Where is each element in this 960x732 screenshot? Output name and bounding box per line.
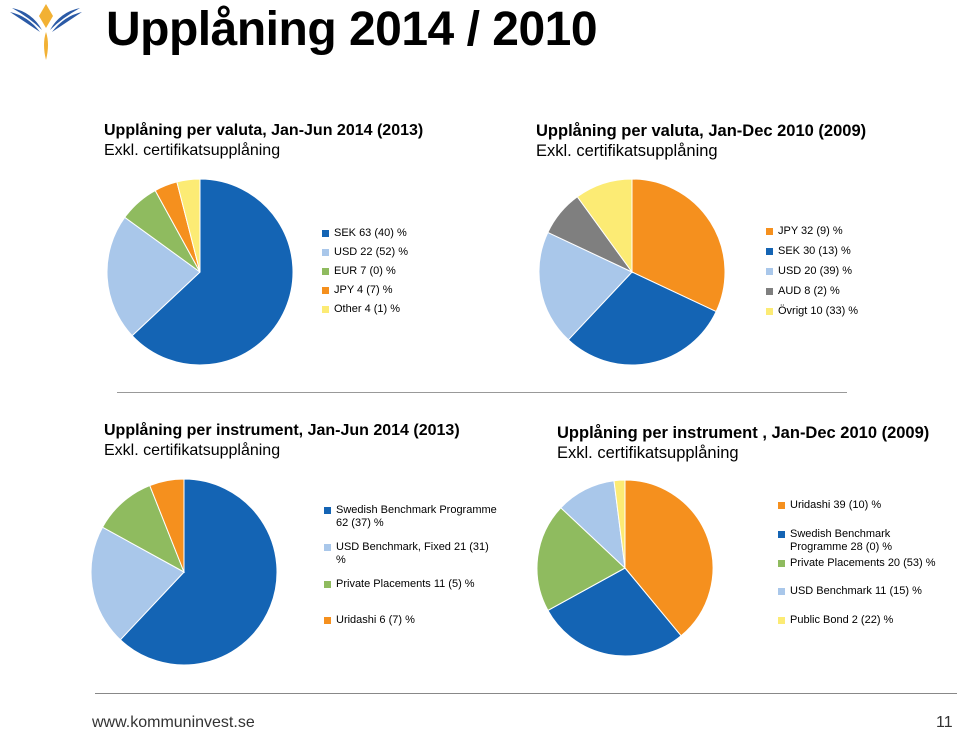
- section-divider: [117, 392, 847, 393]
- chart-1-slice-5: [176, 178, 201, 273]
- legend-swatch: [778, 531, 785, 538]
- legend-label: JPY 4 (7) %: [334, 284, 393, 296]
- chart-1-heading: Upplåning per valuta, Jan-Jun 2014 (2013…: [104, 121, 423, 161]
- legend-label: Uridashi 39 (10) %: [790, 499, 882, 511]
- legend-label: Övrigt 10 (33) %: [778, 305, 859, 317]
- legend-swatch: [778, 588, 785, 595]
- legend-label: SEK 30 (13) %: [778, 245, 851, 257]
- legend-label: JPY 32 (9) %: [778, 225, 843, 237]
- legend-label: USD Benchmark 11 (15) %: [790, 585, 922, 597]
- chart-4-heading: Upplåning per instrument , Jan-Dec 2010 …: [557, 423, 929, 463]
- legend-swatch: [324, 617, 331, 624]
- legend-swatch: [324, 581, 331, 588]
- legend-swatch: [766, 308, 773, 315]
- chart-4-slice-5: [613, 479, 626, 569]
- chart-4-subtitle: Exkl. certifikatsupplåning: [557, 444, 739, 462]
- chart-3-slice-2: [90, 526, 185, 641]
- legend-label: Public Bond 2 (22) %: [790, 614, 894, 626]
- legend-label: Other 4 (1) %: [334, 303, 401, 315]
- legend-swatch: [322, 249, 329, 256]
- legend-swatch: [778, 617, 785, 624]
- chart-2-subtitle: Exkl. certifikatsupplåning: [536, 142, 718, 160]
- legend-label: USD Benchmark, Fixed 21 (31) %: [336, 541, 489, 566]
- legend-label: EUR 7 (0) %: [334, 265, 396, 277]
- legend-swatch: [322, 287, 329, 294]
- chart-4-pie: [536, 479, 714, 657]
- chart-1-legend: SEK 63 (40) % USD 22 (52) % EUR 7 (0) % JPY…: [322, 227, 522, 327]
- legend-swatch: [322, 306, 329, 313]
- legend-label: Swedish Benchmark Programme 62 (37) %: [336, 504, 497, 529]
- legend-label: Swedish Benchmark Programme 28 (0) %: [790, 528, 893, 553]
- chart-1-subtitle: Exkl. certifikatsupplåning: [104, 142, 281, 159]
- legend-swatch: [766, 268, 773, 275]
- chart-3-legend: Swedish Benchmark Programme 62 (37) % USD…: [324, 504, 509, 634]
- chart-1-slice-2: [106, 216, 201, 337]
- chart-4-slice-2: [547, 567, 682, 657]
- legend-label: USD 22 (52) %: [334, 246, 408, 258]
- legend-label: Private Placements 11 (5) %: [336, 578, 475, 590]
- legend-swatch: [324, 507, 331, 514]
- logo-stem: [44, 32, 48, 60]
- chart-3-heading: Upplåning per instrument, Jan-Jun 2014 (…: [104, 421, 460, 461]
- logo-wing-right: [52, 12, 82, 32]
- legend-label: Uridashi 6 (7) %: [336, 614, 415, 626]
- chart-1-slice-1: [131, 178, 294, 366]
- logo-diamond: [39, 4, 53, 28]
- chart-2-slice-5: [576, 178, 633, 274]
- legend-label: AUD 8 (2) %: [778, 285, 840, 297]
- kommuninvest-logo: [10, 4, 82, 60]
- chart-2-slice-2: [567, 271, 717, 366]
- chart-2-slice-1: [631, 178, 726, 313]
- footer-divider: [95, 693, 957, 694]
- legend-swatch: [766, 228, 773, 235]
- chart-3-subtitle: Exkl. certifikatsupplåning: [104, 442, 281, 459]
- chart-2-title: Upplåning per valuta, Jan-Dec 2010 (2009…: [536, 122, 867, 140]
- legend-swatch: [322, 268, 329, 275]
- legend-swatch: [324, 544, 331, 551]
- chart-2-heading: Upplåning per valuta, Jan-Dec 2010 (2009…: [536, 121, 866, 161]
- legend-swatch: [778, 560, 785, 567]
- legend-swatch: [778, 502, 785, 509]
- legend-swatch: [322, 230, 329, 237]
- footer-url: www.kommuninvest.se: [92, 714, 255, 731]
- legend-label: SEK 63 (40) %: [334, 227, 407, 239]
- chart-3-title: Upplåning per instrument, Jan-Jun 2014 (…: [104, 422, 460, 439]
- chart-3-slice-4: [149, 478, 185, 573]
- chart-2-pie: [538, 178, 726, 366]
- chart-3-pie: [90, 478, 278, 666]
- chart-4-title: Upplåning per instrument , Jan-Dec 2010 …: [557, 424, 930, 442]
- chart-3-slice-1: [119, 478, 278, 666]
- chart-1-title: Upplåning per valuta, Jan-Jun 2014 (2013…: [104, 122, 424, 139]
- page-title: Upplåning 2014 / 2010: [106, 3, 598, 56]
- legend-label: Private Placements 20 (53) %: [790, 557, 936, 569]
- legend-label: USD 20 (39) %: [778, 265, 852, 277]
- page-number: 11: [936, 714, 953, 731]
- legend-swatch: [766, 288, 773, 295]
- chart-2-slice-3: [538, 231, 633, 341]
- chart-4-slice-1: [624, 479, 714, 637]
- chart-2-legend: JPY 32 (9) % SEK 30 (13) % USD 20 (39) % AU…: [766, 225, 956, 325]
- logo-wing-left: [10, 12, 40, 32]
- chart-4-slice-3: [536, 507, 626, 612]
- chart-4-legend: Uridashi 39 (10) % Swedish Benchmark Prog…: [778, 499, 958, 629]
- legend-swatch: [766, 248, 773, 255]
- chart-1-pie: [106, 178, 294, 366]
